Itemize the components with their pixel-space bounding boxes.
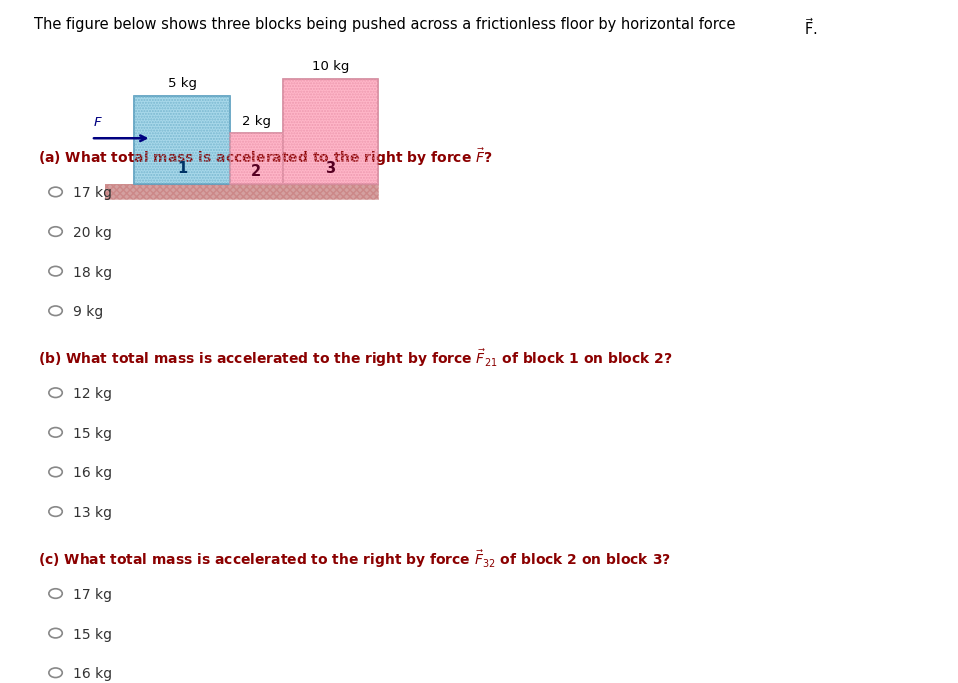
Text: 20 kg: 20 kg [73, 226, 112, 240]
Text: $\vec{\mathsf{F}}$.: $\vec{\mathsf{F}}$. [804, 17, 817, 38]
Text: 2 kg: 2 kg [241, 115, 271, 128]
Text: 5 kg: 5 kg [168, 77, 196, 90]
Text: 3: 3 [326, 161, 335, 176]
Text: 17 kg: 17 kg [73, 588, 112, 602]
Text: 18 kg: 18 kg [73, 266, 112, 279]
Text: 15 kg: 15 kg [73, 427, 112, 441]
Text: 16 kg: 16 kg [73, 667, 112, 681]
Bar [105, 184, 378, 199]
Bar [134, 96, 230, 184]
Bar [105, 184, 378, 199]
Text: (b) What total mass is accelerated to the $\mathbf{right}$ by force $\vec{F}_{21: (b) What total mass is accelerated to th… [38, 348, 673, 370]
Text: F: F [94, 116, 102, 129]
Text: 2: 2 [251, 164, 262, 179]
Bar [134, 96, 230, 184]
Text: The figure below shows three blocks being pushed across a frictionless floor by : The figure below shows three blocks bein… [34, 17, 740, 32]
Text: 15 kg: 15 kg [73, 628, 112, 641]
Text: 1: 1 [177, 161, 187, 176]
Text: 17 kg: 17 kg [73, 186, 112, 200]
Text: 13 kg: 13 kg [73, 506, 112, 520]
Text: (a) What total mass is accelerated to the $\mathbf{right}$ by force $\vec{F}$?: (a) What total mass is accelerated to th… [38, 147, 493, 169]
Text: 10 kg: 10 kg [311, 60, 350, 73]
Bar [230, 133, 283, 184]
Bar [230, 133, 283, 184]
Text: (c) What total mass is accelerated to the $\mathbf{right}$ by force $\vec{F}_{32: (c) What total mass is accelerated to th… [38, 548, 672, 570]
Bar [283, 79, 378, 184]
Text: 16 kg: 16 kg [73, 466, 112, 480]
Bar [283, 79, 378, 184]
Text: 12 kg: 12 kg [73, 387, 112, 401]
Text: 9 kg: 9 kg [73, 305, 103, 319]
